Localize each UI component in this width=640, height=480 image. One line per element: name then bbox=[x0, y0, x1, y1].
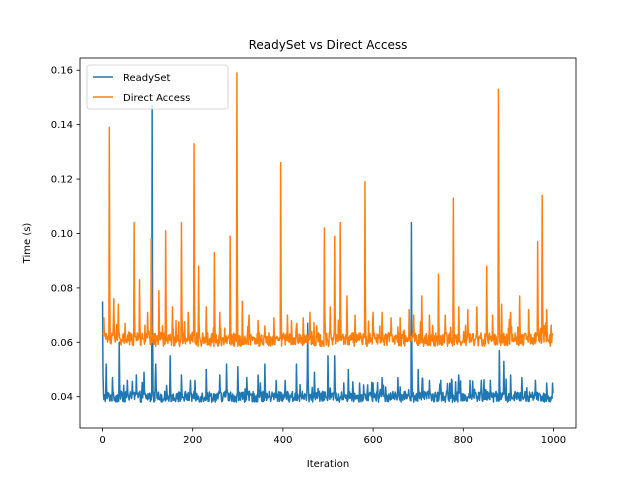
y-tick-label: 0.08 bbox=[51, 283, 73, 294]
y-tick-label: 0.10 bbox=[51, 229, 73, 240]
readyset-line bbox=[101, 104, 554, 403]
y-tick-label: 0.12 bbox=[51, 175, 73, 186]
legend: ReadySet Direct Access bbox=[86, 64, 229, 110]
x-axis-label: Iteration bbox=[307, 459, 349, 470]
x-tick-label: 1000 bbox=[541, 435, 566, 446]
plot-frame bbox=[79, 57, 577, 429]
x-tick-label: 600 bbox=[364, 435, 383, 446]
x-tick-label: 400 bbox=[273, 435, 292, 446]
y-axis: 0.04 0.06 0.08 0.10 0.12 0.14 0.16 bbox=[51, 66, 80, 403]
y-tick-label: 0.16 bbox=[51, 66, 73, 77]
plot-lines bbox=[101, 72, 554, 403]
legend-box bbox=[86, 64, 229, 110]
y-tick-label: 0.14 bbox=[51, 120, 73, 131]
legend-label: ReadySet bbox=[123, 73, 171, 84]
x-axis: 0 200 400 600 800 1000 bbox=[99, 428, 566, 446]
chart-title: ReadySet vs Direct Access bbox=[249, 38, 408, 52]
y-tick-label: 0.06 bbox=[51, 338, 73, 349]
x-tick-label: 200 bbox=[183, 435, 202, 446]
x-tick-label: 800 bbox=[454, 435, 473, 446]
x-tick-label: 0 bbox=[99, 435, 105, 446]
legend-label: Direct Access bbox=[123, 93, 190, 104]
direct-access-line bbox=[101, 72, 554, 348]
y-axis-label: Time (s) bbox=[22, 223, 33, 265]
y-tick-label: 0.04 bbox=[51, 392, 73, 403]
